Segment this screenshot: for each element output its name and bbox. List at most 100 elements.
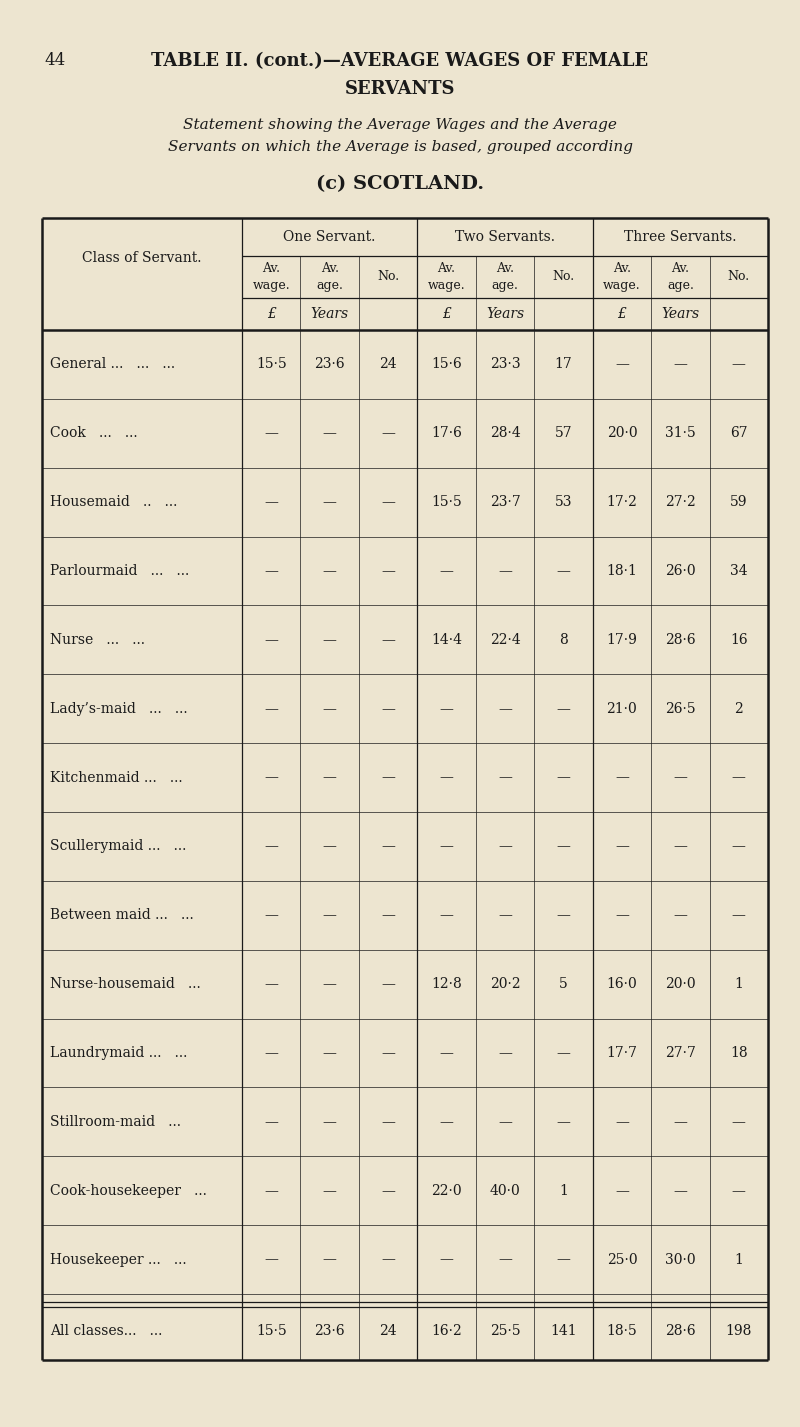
Text: —: — <box>732 1184 746 1197</box>
Text: 53: 53 <box>554 495 572 509</box>
Text: Statement showing the Average Wages and the Average: Statement showing the Average Wages and … <box>183 118 617 133</box>
Text: —: — <box>264 495 278 509</box>
Text: —: — <box>381 564 395 578</box>
Text: —: — <box>381 702 395 716</box>
Text: Scullerymaid ...   ...: Scullerymaid ... ... <box>50 839 186 853</box>
Text: —: — <box>264 771 278 785</box>
Text: —: — <box>440 1253 454 1267</box>
Text: 18·1: 18·1 <box>606 564 638 578</box>
Text: 17·9: 17·9 <box>606 632 638 646</box>
Text: 30·0: 30·0 <box>665 1253 696 1267</box>
Text: —: — <box>381 1253 395 1267</box>
Text: —: — <box>498 1046 512 1060</box>
Text: 15·5: 15·5 <box>431 495 462 509</box>
Text: Between maid ...   ...: Between maid ... ... <box>50 909 194 922</box>
Text: —: — <box>264 909 278 922</box>
Text: 17: 17 <box>554 357 572 371</box>
Text: —: — <box>440 839 454 853</box>
Text: 17·7: 17·7 <box>606 1046 638 1060</box>
Text: 57: 57 <box>554 427 572 441</box>
Text: —: — <box>732 771 746 785</box>
Text: age.: age. <box>491 280 518 293</box>
Text: Cook   ...   ...: Cook ... ... <box>50 427 138 441</box>
Text: —: — <box>264 839 278 853</box>
Text: General ...   ...   ...: General ... ... ... <box>50 357 175 371</box>
Text: 17·6: 17·6 <box>431 427 462 441</box>
Text: wage.: wage. <box>253 280 290 293</box>
Text: 27·2: 27·2 <box>665 495 696 509</box>
Text: Two Servants.: Two Servants. <box>455 230 555 244</box>
Text: (c) SCOTLAND.: (c) SCOTLAND. <box>316 176 484 193</box>
Text: 2: 2 <box>734 702 743 716</box>
Text: 23·3: 23·3 <box>490 357 520 371</box>
Text: 20·0: 20·0 <box>606 427 638 441</box>
Text: —: — <box>440 909 454 922</box>
Text: —: — <box>440 1114 454 1129</box>
Text: —: — <box>498 1114 512 1129</box>
Text: 23·7: 23·7 <box>490 495 520 509</box>
Text: —: — <box>381 839 395 853</box>
Text: —: — <box>322 495 337 509</box>
Text: 26·0: 26·0 <box>665 564 696 578</box>
Text: 20·2: 20·2 <box>490 977 520 992</box>
Text: 18·5: 18·5 <box>606 1324 638 1339</box>
Text: —: — <box>264 702 278 716</box>
Text: No.: No. <box>728 271 750 284</box>
Text: —: — <box>674 1114 687 1129</box>
Text: 22·4: 22·4 <box>490 632 520 646</box>
Text: —: — <box>322 839 337 853</box>
Text: —: — <box>615 357 629 371</box>
Text: —: — <box>732 1114 746 1129</box>
Text: —: — <box>557 702 570 716</box>
Text: —: — <box>557 839 570 853</box>
Text: 14·4: 14·4 <box>431 632 462 646</box>
Text: —: — <box>615 1114 629 1129</box>
Text: —: — <box>381 1046 395 1060</box>
Text: Av.: Av. <box>321 261 338 274</box>
Text: 1: 1 <box>559 1184 568 1197</box>
Text: —: — <box>381 771 395 785</box>
Text: 21·0: 21·0 <box>606 702 638 716</box>
Text: —: — <box>440 702 454 716</box>
Text: Cook-housekeeper   ...: Cook-housekeeper ... <box>50 1184 207 1197</box>
Text: —: — <box>264 1253 278 1267</box>
Text: —: — <box>498 771 512 785</box>
Text: —: — <box>322 1184 337 1197</box>
Text: age.: age. <box>667 280 694 293</box>
Text: All classes...   ...: All classes... ... <box>50 1324 162 1339</box>
Text: 59: 59 <box>730 495 747 509</box>
Text: 26·5: 26·5 <box>665 702 696 716</box>
Text: 5: 5 <box>559 977 568 992</box>
Text: 22·0: 22·0 <box>431 1184 462 1197</box>
Text: Three Servants.: Three Servants. <box>624 230 737 244</box>
Text: —: — <box>557 1046 570 1060</box>
Text: Nurse   ...   ...: Nurse ... ... <box>50 632 145 646</box>
Text: —: — <box>732 357 746 371</box>
Text: SERVANTS: SERVANTS <box>345 80 455 98</box>
Text: Years: Years <box>662 307 699 321</box>
Text: —: — <box>264 427 278 441</box>
Text: —: — <box>381 427 395 441</box>
Text: —: — <box>322 702 337 716</box>
Text: —: — <box>381 1184 395 1197</box>
Text: 25·5: 25·5 <box>490 1324 520 1339</box>
Text: —: — <box>264 564 278 578</box>
Text: —: — <box>557 1253 570 1267</box>
Text: —: — <box>498 1253 512 1267</box>
Text: wage.: wage. <box>428 280 466 293</box>
Text: Years: Years <box>310 307 349 321</box>
Text: 24: 24 <box>379 357 397 371</box>
Text: £: £ <box>618 307 626 321</box>
Text: 18: 18 <box>730 1046 747 1060</box>
Text: —: — <box>674 909 687 922</box>
Text: 34: 34 <box>730 564 747 578</box>
Text: —: — <box>381 632 395 646</box>
Text: 27·7: 27·7 <box>665 1046 696 1060</box>
Text: Lady’s-maid   ...   ...: Lady’s-maid ... ... <box>50 702 188 716</box>
Text: Years: Years <box>486 307 524 321</box>
Text: Nurse-housemaid   ...: Nurse-housemaid ... <box>50 977 201 992</box>
Text: —: — <box>322 427 337 441</box>
Text: 40·0: 40·0 <box>490 1184 520 1197</box>
Text: 28·6: 28·6 <box>665 1324 696 1339</box>
Text: £: £ <box>442 307 451 321</box>
